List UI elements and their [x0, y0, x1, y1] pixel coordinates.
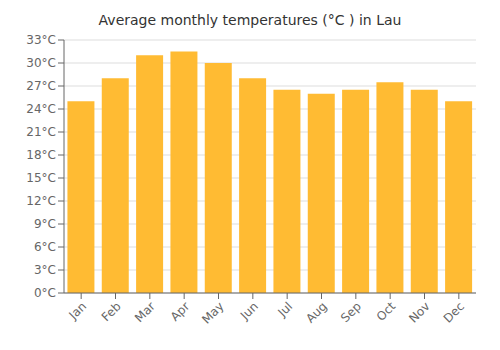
svg-text:21°C: 21°C [26, 125, 56, 139]
svg-text:33°C: 33°C [26, 33, 56, 47]
svg-text:3°C: 3°C [34, 263, 56, 277]
svg-text:Jul: Jul [274, 299, 295, 320]
svg-text:Apr: Apr [168, 299, 193, 324]
svg-text:0°C: 0°C [34, 286, 56, 300]
svg-text:27°C: 27°C [26, 79, 56, 93]
svg-text:Aug: Aug [303, 299, 329, 325]
svg-text:24°C: 24°C [26, 102, 56, 116]
svg-text:Feb: Feb [99, 299, 124, 324]
svg-text:Jan: Jan [66, 299, 90, 323]
svg-text:Mar: Mar [132, 299, 158, 325]
svg-text:9°C: 9°C [34, 217, 56, 231]
svg-text:15°C: 15°C [26, 171, 56, 185]
svg-text:18°C: 18°C [26, 148, 56, 162]
html-text:Average monthly temperatures (: Average monthly temperatures (°C ) in La… [98, 12, 402, 28]
svg-text:May: May [199, 299, 226, 326]
svg-text:12°C: 12°C [26, 194, 56, 208]
svg-text:Sep: Sep [338, 299, 364, 325]
svg-text:Nov: Nov [406, 299, 432, 325]
svg-text:Oct: Oct [374, 299, 399, 324]
svg-text:Dec: Dec [441, 299, 467, 325]
svg-text:6°C: 6°C [34, 240, 56, 254]
svg-text:Jun: Jun [237, 299, 261, 323]
svg-text:30°C: 30°C [26, 56, 56, 70]
